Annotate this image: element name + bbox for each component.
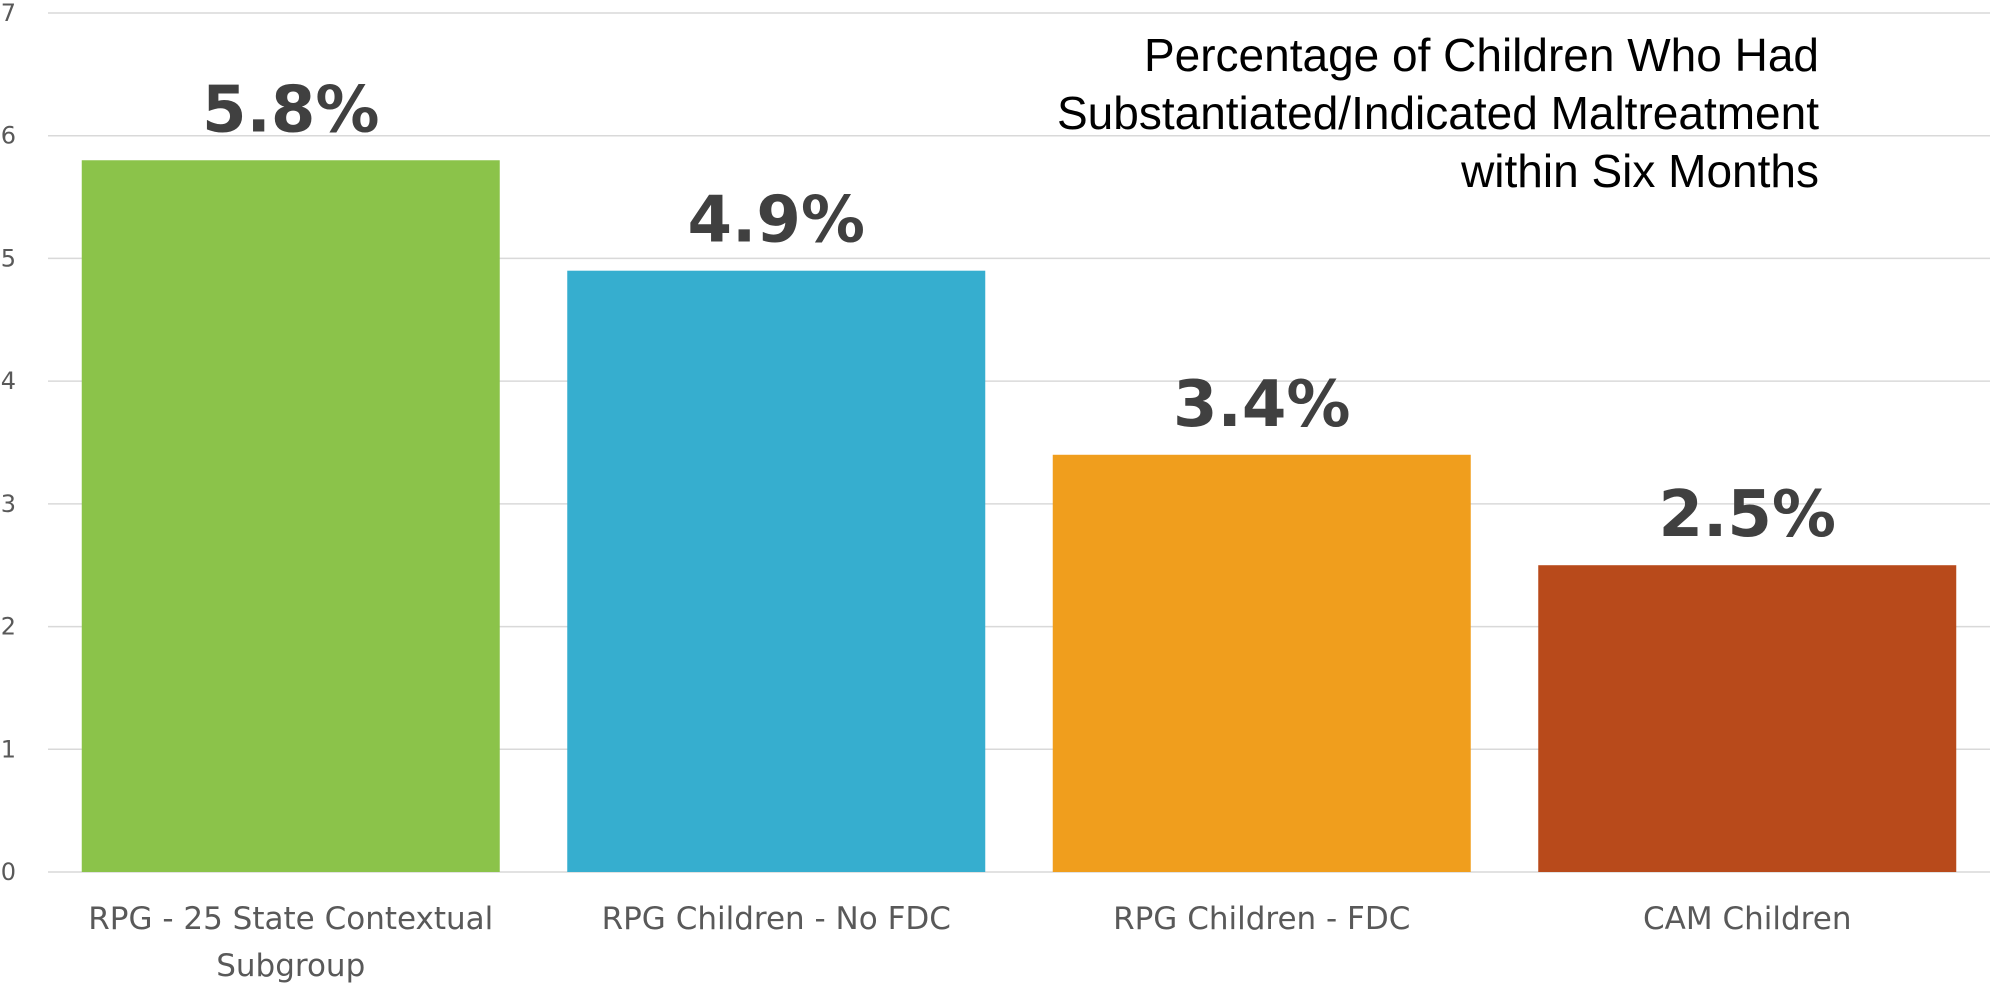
y-tick-label: 2 [1, 613, 16, 641]
chart-title-line-2: Substantiated/Indicated Maltreatment [1057, 87, 1819, 139]
chart-title-line-1: Percentage of Children Who Had [1144, 29, 1819, 81]
y-axis-ticks: 0 1 2 3 4 5 6 7 [1, 0, 16, 886]
category-label-1: RPG - 25 State Contextual [88, 901, 493, 937]
category-labels: RPG - 25 State Contextual Subgroup RPG Chi… [88, 901, 1851, 984]
y-tick-label: 1 [1, 735, 16, 763]
data-label-3: 3.4% [1173, 368, 1351, 442]
bar-2 [567, 270, 986, 872]
data-label-2: 4.9% [688, 184, 866, 258]
data-label-1: 5.8% [202, 73, 380, 147]
bar-4 [1538, 565, 1957, 872]
y-tick-label: 6 [1, 122, 16, 150]
y-tick-label: 4 [1, 367, 16, 395]
bar-3 [1052, 454, 1471, 872]
y-tick-label: 0 [1, 858, 16, 886]
category-label-3: RPG Children - FDC [1113, 901, 1410, 937]
y-tick-label: 3 [1, 490, 16, 518]
chart-title: Percentage of Children Who Had Substantia… [1057, 29, 1819, 197]
bar-1 [81, 160, 500, 872]
category-label-1: Subgroup [216, 948, 365, 984]
data-label-4: 2.5% [1659, 478, 1837, 552]
y-tick-label: 5 [1, 244, 16, 272]
data-labels: 5.8% 4.9% 3.4% 2.5% [202, 73, 1836, 552]
chart-title-line-3: within Six Months [1460, 145, 1819, 197]
category-label-2: RPG Children - No FDC [602, 901, 951, 937]
y-tick-label: 7 [1, 0, 16, 27]
bars [81, 160, 1957, 872]
category-label-4: CAM Children [1643, 901, 1851, 937]
